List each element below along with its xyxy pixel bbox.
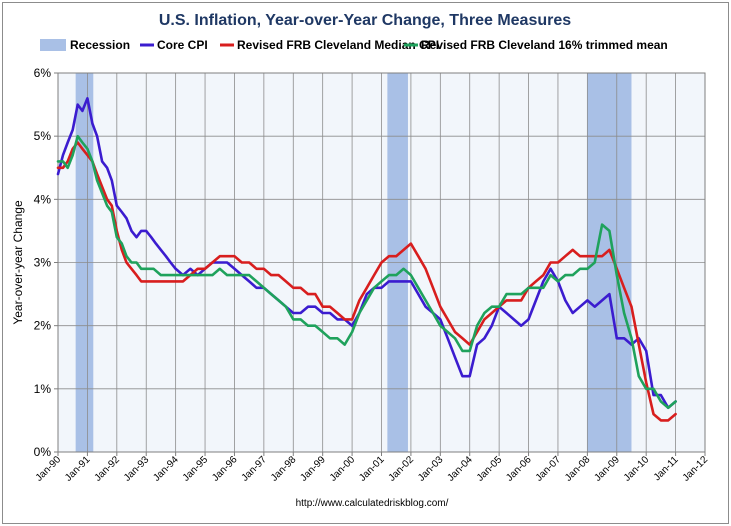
legend-swatch-recession xyxy=(40,39,66,51)
y-tick-label: 3% xyxy=(34,256,52,270)
series-lines xyxy=(56,97,677,422)
legend: Recession Core CPI Revised FRB Cleveland M… xyxy=(40,38,668,52)
y-tick-label: 0% xyxy=(34,445,52,459)
x-tick-label: Jan-92 xyxy=(93,454,123,484)
y-axis-label: Year-over-year Change xyxy=(11,200,25,325)
chart-title: U.S. Inflation, Year-over-Year Change, T… xyxy=(159,12,571,29)
x-tick-label: Jan-96 xyxy=(210,454,240,484)
x-tick-label: Jan-93 xyxy=(122,454,152,484)
x-tick-label: Jan-98 xyxy=(269,454,299,484)
series-line-0 xyxy=(56,97,677,410)
series-line-1 xyxy=(56,141,677,422)
x-tick-label: Jan-91 xyxy=(63,454,93,484)
x-tick-label: Jan-05 xyxy=(475,454,505,484)
x-tick-label: Jan-94 xyxy=(151,454,181,484)
x-tick-label: Jan-08 xyxy=(563,454,593,484)
y-tick-label: 5% xyxy=(34,129,52,143)
legend-label-series-2: Revised FRB Cleveland 16% trimmed mean xyxy=(421,38,668,52)
legend-label-recession: Recession xyxy=(70,38,130,52)
x-tick-label: Jan-06 xyxy=(504,454,534,484)
x-tick-label: Jan-12 xyxy=(681,454,711,484)
x-tick-label: Jan-07 xyxy=(534,454,564,484)
plot-area: 0%1%2%3%4%5%6%Jan-90 Jan-91 Jan-92 Jan-93 Ja… xyxy=(34,66,711,484)
x-tick-label: Jan-11 xyxy=(652,454,681,483)
series-line-2 xyxy=(56,134,677,410)
y-tick-label: 1% xyxy=(34,382,52,396)
x-tick-label: Jan-02 xyxy=(387,454,417,484)
x-tick-label: Jan-09 xyxy=(592,454,622,484)
y-tick-label: 6% xyxy=(34,66,52,80)
x-tick-label: Jan-99 xyxy=(298,454,328,484)
legend-label-series-1: Revised FRB Cleveland Median CPI xyxy=(237,38,439,52)
x-tick-label: Jan-04 xyxy=(445,454,475,484)
y-tick-label: 2% xyxy=(34,319,52,333)
x-tick-label: Jan-95 xyxy=(181,454,211,484)
x-tick-label: Jan-03 xyxy=(416,454,446,484)
source-url: http://www.calculatedriskblog.com/ xyxy=(296,498,449,509)
y-tick-label: 4% xyxy=(34,192,52,206)
x-tick-label: Jan-10 xyxy=(622,454,652,484)
x-tick-label: Jan-97 xyxy=(240,454,270,484)
x-tick-label: Jan-00 xyxy=(328,454,358,484)
legend-label-series-0: Core CPI xyxy=(157,38,208,52)
x-tick-label: Jan-01 xyxy=(357,454,387,484)
